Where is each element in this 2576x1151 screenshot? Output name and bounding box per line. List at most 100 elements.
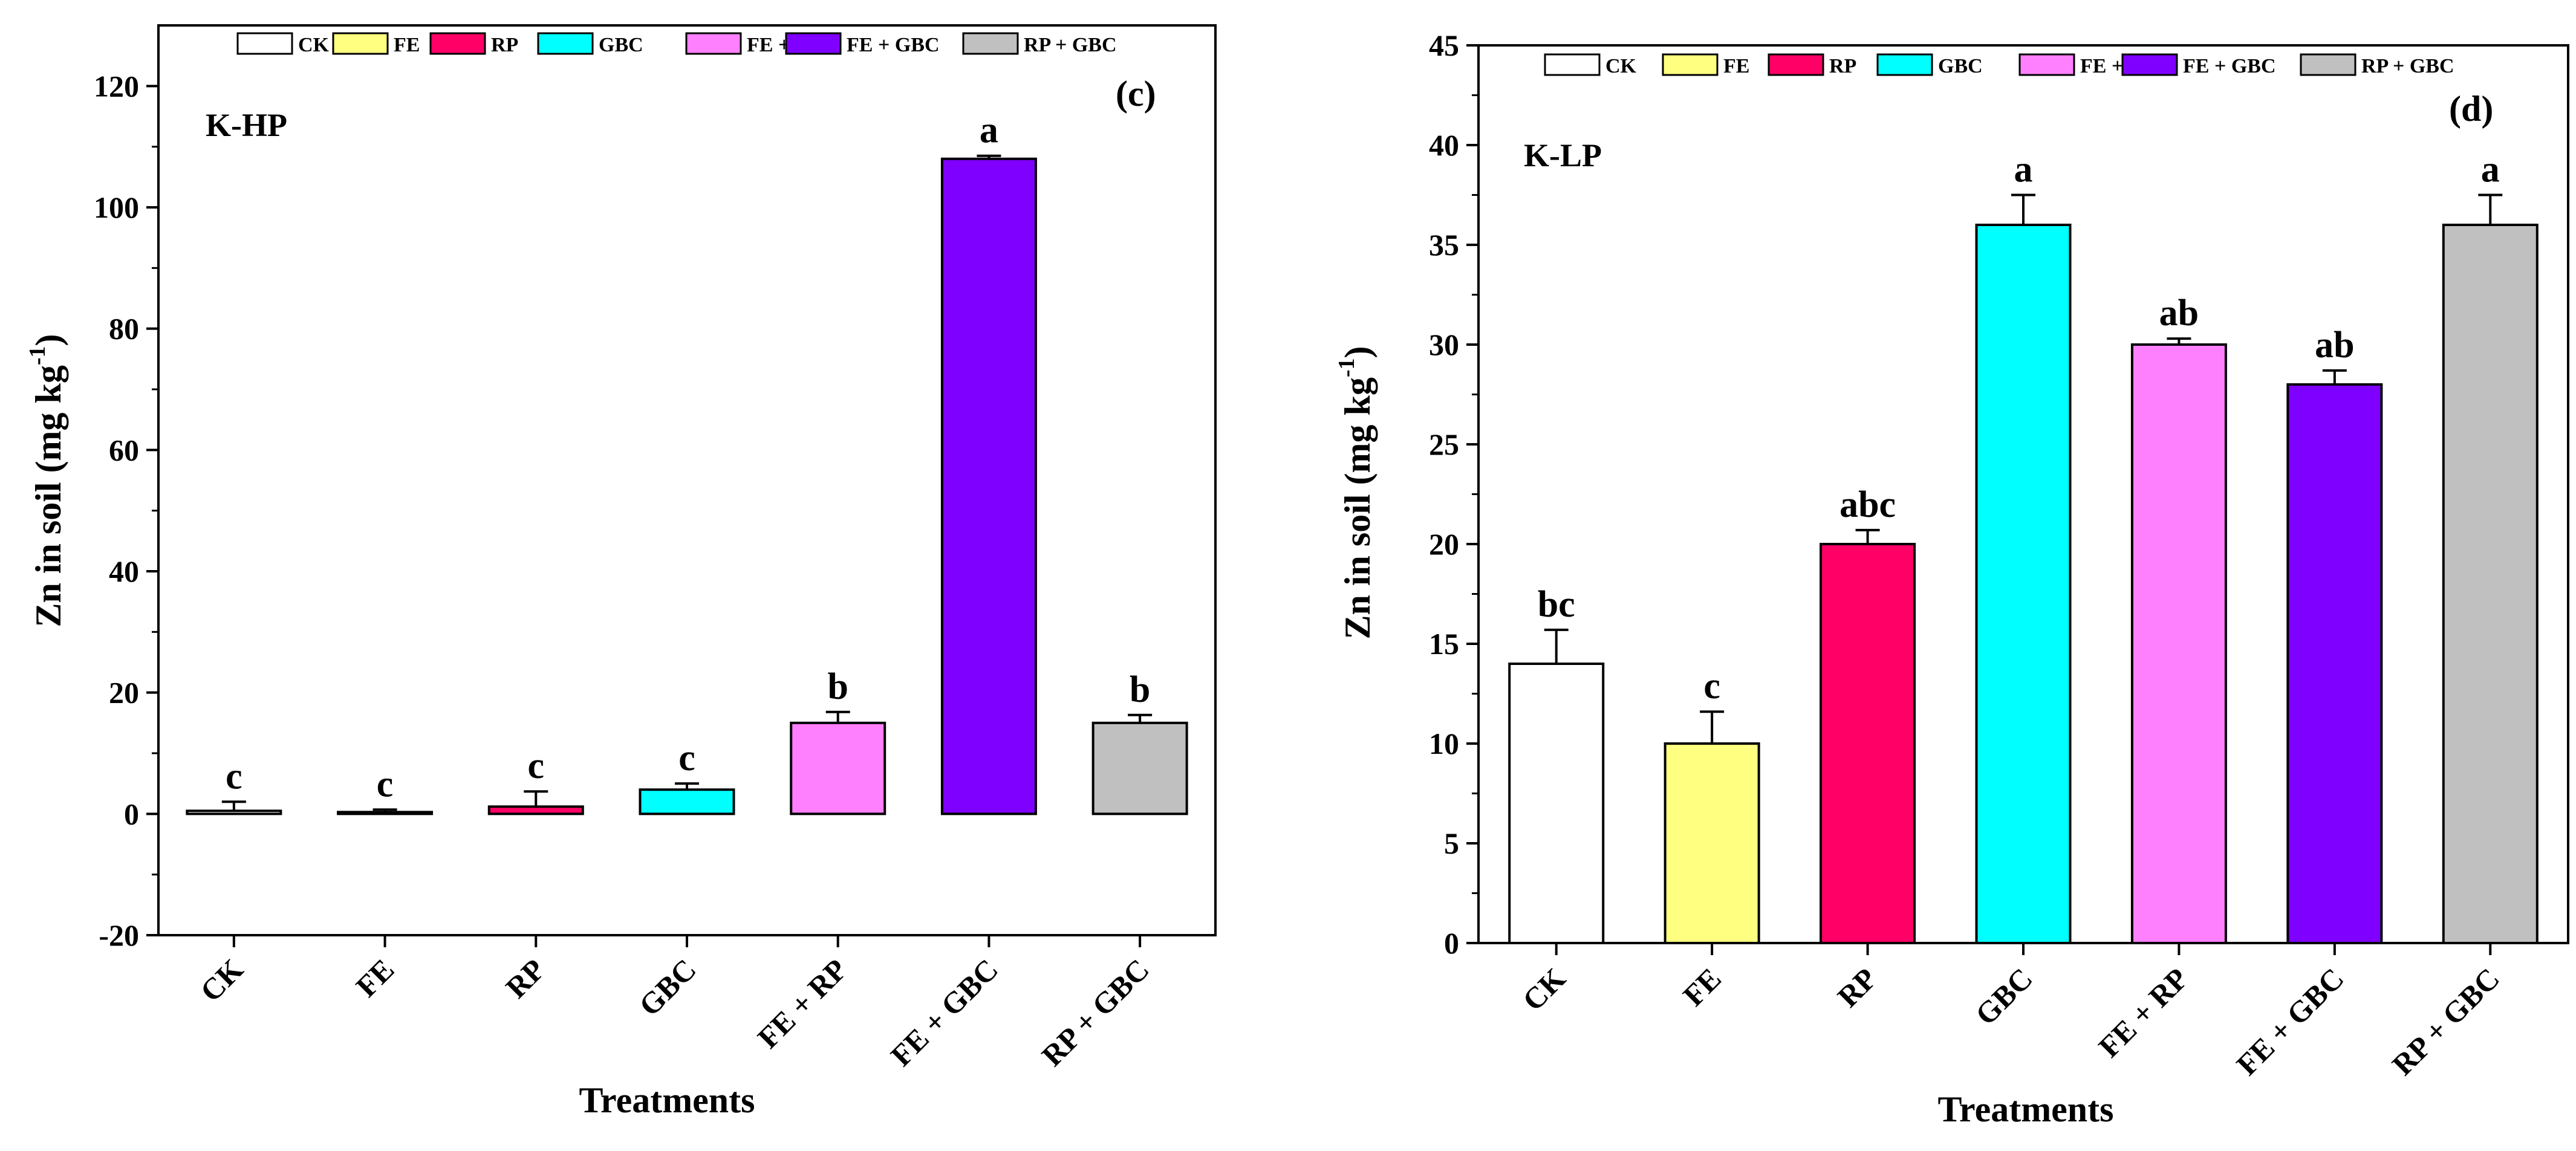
legend-swatch-fe-gbc — [2121, 53, 2178, 76]
significance-letter-fe-gbc: a — [980, 110, 998, 151]
y-tick-label: 120 — [94, 69, 139, 103]
error-bar-group — [221, 154, 1153, 812]
significance-letter-fe: c — [377, 764, 394, 805]
bar-ck — [1508, 663, 1605, 944]
panel-label: (c) — [1116, 74, 1156, 114]
y-axis-label: Zn in soil (mg kg-1) — [25, 334, 68, 627]
site-label: K-LP — [1524, 137, 1602, 173]
significance-letter-gbc: a — [2014, 149, 2033, 190]
y-axis-label-sup: -1 — [1334, 358, 1359, 377]
error-bar-group — [1544, 193, 2503, 744]
y-tick-label: 80 — [109, 312, 139, 346]
y-tick-label: 10 — [1429, 727, 1459, 760]
legend-label-rp: RP — [1829, 55, 1856, 77]
y-tick-label: 15 — [1429, 627, 1459, 661]
bar-fe — [1664, 742, 1760, 944]
x-axis-ticks: CK FE RP GBC FE + RP FE + GBC RP + GBC — [1516, 943, 2506, 1081]
bar-fe-gbc — [2286, 383, 2383, 944]
x-tick-label-rp: RP — [499, 952, 551, 1005]
legend-label-gbc: GBC — [599, 34, 643, 56]
y-tick-label: 30 — [1429, 328, 1459, 362]
y-tick-label: 40 — [1429, 128, 1459, 162]
legend-label-fe: FE — [1723, 55, 1749, 77]
x-tick-label-fe: FE — [1676, 961, 1728, 1013]
significance-letter-ck: bc — [1538, 584, 1575, 625]
significance-letter-group: bc c abc a ab ab a — [1538, 149, 2500, 707]
y-tick-label: 45 — [1429, 28, 1459, 62]
x-tick-label-fe: FE — [350, 952, 401, 1003]
bar-fe-gbc — [940, 157, 1037, 815]
y-axis-label-end: ) — [1338, 346, 1377, 358]
legend-swatch-rp — [1768, 53, 1824, 76]
bar-rp-gbc — [1091, 721, 1188, 815]
chart-panel-d: bc c abc a ab ab a 0 5 10 15 20 25 30 35 40 45 CK FE RP GB… — [1334, 28, 2569, 1129]
bar-fe-rp — [2130, 343, 2227, 944]
legend-swatch-rp-gbc — [2300, 53, 2356, 76]
legend-swatch-fe-rp — [685, 32, 742, 55]
significance-letter-gbc: c — [678, 738, 695, 779]
x-axis-label: Treatments — [1937, 1089, 2113, 1129]
significance-letter-ck: c — [226, 756, 242, 797]
legend-swatch-fe — [1662, 53, 1719, 76]
y-axis-label: Zn in soil (mg kg-1) — [1334, 346, 1377, 639]
significance-letter-fe-rp: ab — [2159, 293, 2199, 334]
legend-swatch-gbc — [537, 32, 594, 55]
y-tick-label: 20 — [1429, 527, 1459, 561]
bar-gbc — [1975, 224, 2072, 944]
y-axis-ticks: -20 0 20 40 60 80 100 120 — [94, 69, 158, 952]
significance-letter-rp: abc — [1839, 484, 1896, 525]
y-tick-label: 0 — [124, 797, 139, 831]
y-tick-label: 100 — [94, 190, 139, 224]
legend: CK FE RP GBC FE + RP FE + GBC RP + GBC — [1544, 53, 2454, 77]
y-axis-label-end: ) — [28, 334, 68, 346]
bar-rp — [487, 805, 584, 815]
x-tick-label-gbc: GBC — [1969, 961, 2039, 1031]
legend-label-ck: CK — [1605, 55, 1637, 77]
bar-rp — [1820, 543, 1916, 944]
significance-letter-fe: c — [1703, 666, 1720, 707]
significance-letter-rp-gbc: a — [2481, 149, 2500, 190]
y-axis-label-main: Zn in soil (mg kg — [1338, 377, 1377, 639]
y-tick-label: 20 — [109, 676, 139, 710]
legend-label-gbc: GBC — [1938, 55, 1983, 77]
x-axis-label: Treatments — [579, 1080, 755, 1120]
y-tick-label: 25 — [1429, 427, 1459, 461]
legend-swatch-fe-gbc — [785, 32, 842, 55]
x-tick-label-ck: CK — [1516, 961, 1572, 1017]
y-axis-label-main: Zn in soil (mg kg — [28, 365, 68, 627]
y-axis-label-sup: -1 — [25, 346, 50, 365]
legend: CK FE RP GBC FE + RP FE + GBC RP + GBC — [236, 32, 1117, 56]
y-tick-label: 60 — [109, 433, 139, 467]
x-tick-label-fe-gbc: FE + GBC — [884, 952, 1004, 1072]
bar-fe — [337, 811, 434, 815]
y-axis-ticks: 0 5 10 15 20 25 30 35 40 45 — [1429, 28, 1478, 960]
site-label: K-HP — [206, 107, 287, 143]
significance-letter-group: c c c c b a b — [226, 110, 1150, 805]
bar-ck — [186, 809, 282, 815]
legend-label-fe-gbc: FE + GBC — [2183, 55, 2276, 77]
x-tick-label-rp: RP — [1831, 961, 1884, 1014]
x-tick-label-rp-gbc: RP + GBC — [2386, 961, 2506, 1081]
legend-swatch-ck — [236, 32, 293, 55]
y-tick-label: 35 — [1429, 228, 1459, 262]
x-axis-ticks: CK FE RP GBC FE + RP FE + GBC RP + GBC — [194, 935, 1156, 1072]
legend-swatch-fe — [332, 32, 389, 55]
bar-fe-rp — [790, 721, 886, 815]
x-tick-label-ck: CK — [194, 952, 250, 1008]
significance-letter-rp-gbc: b — [1130, 669, 1150, 710]
x-tick-label-fe-gbc: FE + GBC — [2230, 961, 2350, 1081]
y-tick-label: 0 — [1444, 926, 1459, 960]
bar-rp-gbc — [2442, 224, 2539, 944]
legend-swatch-rp — [429, 32, 486, 55]
legend-label-rp: RP — [491, 34, 518, 56]
legend-swatch-rp-gbc — [962, 32, 1019, 55]
legend-label-ck: CK — [298, 34, 330, 56]
panel-label: (d) — [2449, 89, 2493, 129]
x-tick-label-rp-gbc: RP + GBC — [1035, 952, 1156, 1072]
x-tick-label-gbc: GBC — [633, 952, 703, 1022]
y-tick-label: -20 — [99, 918, 139, 952]
legend-label-fe: FE — [394, 34, 420, 56]
y-tick-label: 5 — [1444, 826, 1459, 860]
y-tick-label: 40 — [109, 554, 139, 588]
